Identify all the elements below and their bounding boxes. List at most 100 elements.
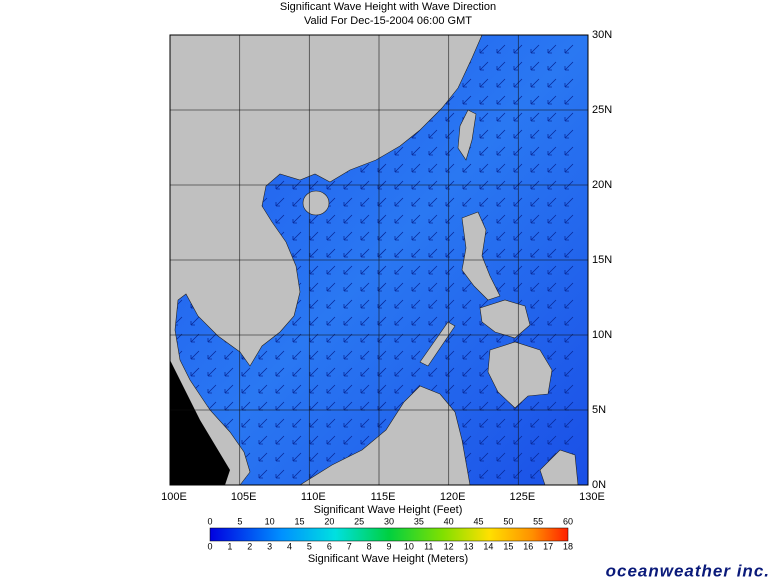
wave-arrow <box>462 78 472 88</box>
wave-arrow <box>479 384 489 394</box>
wave-arrow <box>411 163 421 173</box>
wave-arrow <box>547 44 557 54</box>
wave-arrow <box>445 112 455 122</box>
wave-arrow <box>190 367 200 377</box>
wave-arrow <box>564 214 574 224</box>
map-frame <box>169 34 589 486</box>
taiwan <box>457 109 477 161</box>
wave-arrow <box>394 197 404 207</box>
wave-arrow <box>326 248 336 258</box>
mindanao <box>487 341 553 409</box>
wave-arrow <box>428 282 438 292</box>
wave-arrow <box>292 435 302 445</box>
wave-arrow <box>309 418 319 428</box>
wave-arrow <box>326 350 336 360</box>
wave-arrow <box>360 214 370 224</box>
wave-arrow <box>275 367 285 377</box>
wave-arrow <box>343 282 353 292</box>
wave-arrow <box>309 248 319 258</box>
wave-arrow <box>547 231 557 241</box>
wave-arrow <box>496 61 506 71</box>
wave-arrow <box>343 231 353 241</box>
wave-arrow <box>530 452 540 462</box>
lat-label: 30N <box>592 29 612 41</box>
wave-arrow <box>530 231 540 241</box>
wave-arrow <box>292 248 302 258</box>
wave-arrow <box>530 214 540 224</box>
meter-tick-label: 16 <box>523 541 533 551</box>
wave-arrow <box>326 316 336 326</box>
wave-arrow <box>547 163 557 173</box>
wave-arrow <box>394 163 404 173</box>
wave-arrow <box>428 316 438 326</box>
wave-arrow <box>309 214 319 224</box>
feet-tick-label: 30 <box>384 516 394 526</box>
wave-arrow <box>530 265 540 275</box>
wave-arrow <box>496 418 506 428</box>
wave-arrow <box>207 367 217 377</box>
wave-arrow <box>445 350 455 360</box>
wave-arrow <box>343 367 353 377</box>
wave-arrow <box>530 163 540 173</box>
luzon <box>461 211 501 301</box>
wave-arrow <box>258 469 268 479</box>
wave-arrow <box>292 384 302 394</box>
wave-arrow <box>275 350 285 360</box>
color-scale <box>209 527 569 542</box>
wave-arrow <box>360 265 370 275</box>
wave-arrow <box>309 282 319 292</box>
feet-tick-label: 5 <box>237 516 242 526</box>
wave-arrow <box>496 112 506 122</box>
title: Significant Wave Height with Wave Direct… <box>280 1 496 13</box>
wave-arrow <box>394 350 404 360</box>
wave-arrow <box>547 129 557 139</box>
subtitle: Valid For Dec-15-2004 06:00 GMT <box>304 15 472 27</box>
wave-arrow <box>411 316 421 326</box>
wave-arrow <box>258 435 268 445</box>
wave-arrow <box>564 299 574 309</box>
brand: oceanweather inc. <box>606 561 770 580</box>
wave-arrow <box>530 78 540 88</box>
wave-arrow <box>479 197 489 207</box>
wave-arrow <box>462 299 472 309</box>
lat-label: 10N <box>592 329 612 341</box>
meter-tick-label: 10 <box>404 541 414 551</box>
meter-tick-label: 12 <box>444 541 454 551</box>
wave-arrow <box>292 367 302 377</box>
wave-arrow <box>309 435 319 445</box>
feet-tick-label: 50 <box>503 516 513 526</box>
wave-arrow <box>462 418 472 428</box>
wave-arrow <box>479 418 489 428</box>
wave-arrow <box>292 350 302 360</box>
wave-arrow <box>411 299 421 309</box>
lat-label: 25N <box>592 104 612 116</box>
wave-arrow <box>445 384 455 394</box>
lon-label: 100E <box>161 491 187 503</box>
wave-arrow <box>292 197 302 207</box>
meter-tick-label: 5 <box>307 541 312 551</box>
wave-arrow <box>428 265 438 275</box>
wave-arrow <box>190 350 200 360</box>
meter-tick-label: 13 <box>464 541 474 551</box>
wave-arrow <box>564 146 574 156</box>
wave-arrow <box>428 163 438 173</box>
wave-arrow <box>326 367 336 377</box>
wave-arrow <box>547 78 557 88</box>
meter-tick-label: 2 <box>247 541 252 551</box>
wave-arrow <box>462 95 472 105</box>
wave-arrow <box>275 452 285 462</box>
wave-arrow <box>445 248 455 258</box>
meter-tick-label: 9 <box>386 541 391 551</box>
visayas <box>479 299 531 339</box>
wave-arrow <box>530 316 540 326</box>
wave-arrow <box>445 129 455 139</box>
feet-tick-label: 25 <box>354 516 364 526</box>
wave-arrow <box>275 214 285 224</box>
wave-arrow <box>411 146 421 156</box>
wave-arrow <box>292 316 302 326</box>
wave-arrow <box>326 418 336 428</box>
wave-arrow <box>394 299 404 309</box>
wave-arrow <box>428 146 438 156</box>
wave-arrow <box>564 95 574 105</box>
